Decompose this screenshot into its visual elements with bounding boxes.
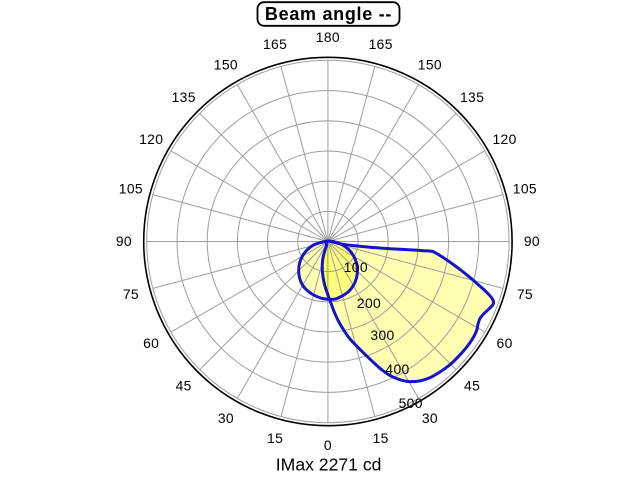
svg-text:135: 135 xyxy=(172,89,196,105)
svg-text:75: 75 xyxy=(517,286,533,302)
svg-text:150: 150 xyxy=(418,57,442,73)
svg-text:45: 45 xyxy=(176,377,192,393)
svg-text:60: 60 xyxy=(497,335,513,351)
svg-text:Beam angle --: Beam angle -- xyxy=(265,4,392,24)
svg-text:200: 200 xyxy=(357,295,381,311)
svg-text:45: 45 xyxy=(464,377,480,393)
svg-text:150: 150 xyxy=(214,57,238,73)
svg-text:105: 105 xyxy=(119,180,143,196)
svg-text:105: 105 xyxy=(513,180,537,196)
svg-text:400: 400 xyxy=(385,361,409,377)
svg-text:0: 0 xyxy=(324,437,332,453)
svg-text:15: 15 xyxy=(373,430,389,446)
svg-text:75: 75 xyxy=(123,286,139,302)
svg-text:90: 90 xyxy=(524,233,540,249)
svg-text:165: 165 xyxy=(369,36,393,52)
svg-text:300: 300 xyxy=(370,327,394,343)
svg-text:120: 120 xyxy=(492,131,516,147)
svg-text:30: 30 xyxy=(218,410,234,426)
svg-text:15: 15 xyxy=(267,430,283,446)
svg-text:180: 180 xyxy=(316,29,340,45)
svg-text:IMax 2271 cd: IMax 2271 cd xyxy=(276,454,382,474)
svg-text:100: 100 xyxy=(344,259,368,275)
svg-text:165: 165 xyxy=(263,36,287,52)
svg-text:500: 500 xyxy=(399,395,423,411)
svg-text:60: 60 xyxy=(143,335,159,351)
svg-text:135: 135 xyxy=(460,89,484,105)
svg-text:30: 30 xyxy=(422,410,438,426)
svg-text:120: 120 xyxy=(139,131,163,147)
svg-text:90: 90 xyxy=(116,233,132,249)
